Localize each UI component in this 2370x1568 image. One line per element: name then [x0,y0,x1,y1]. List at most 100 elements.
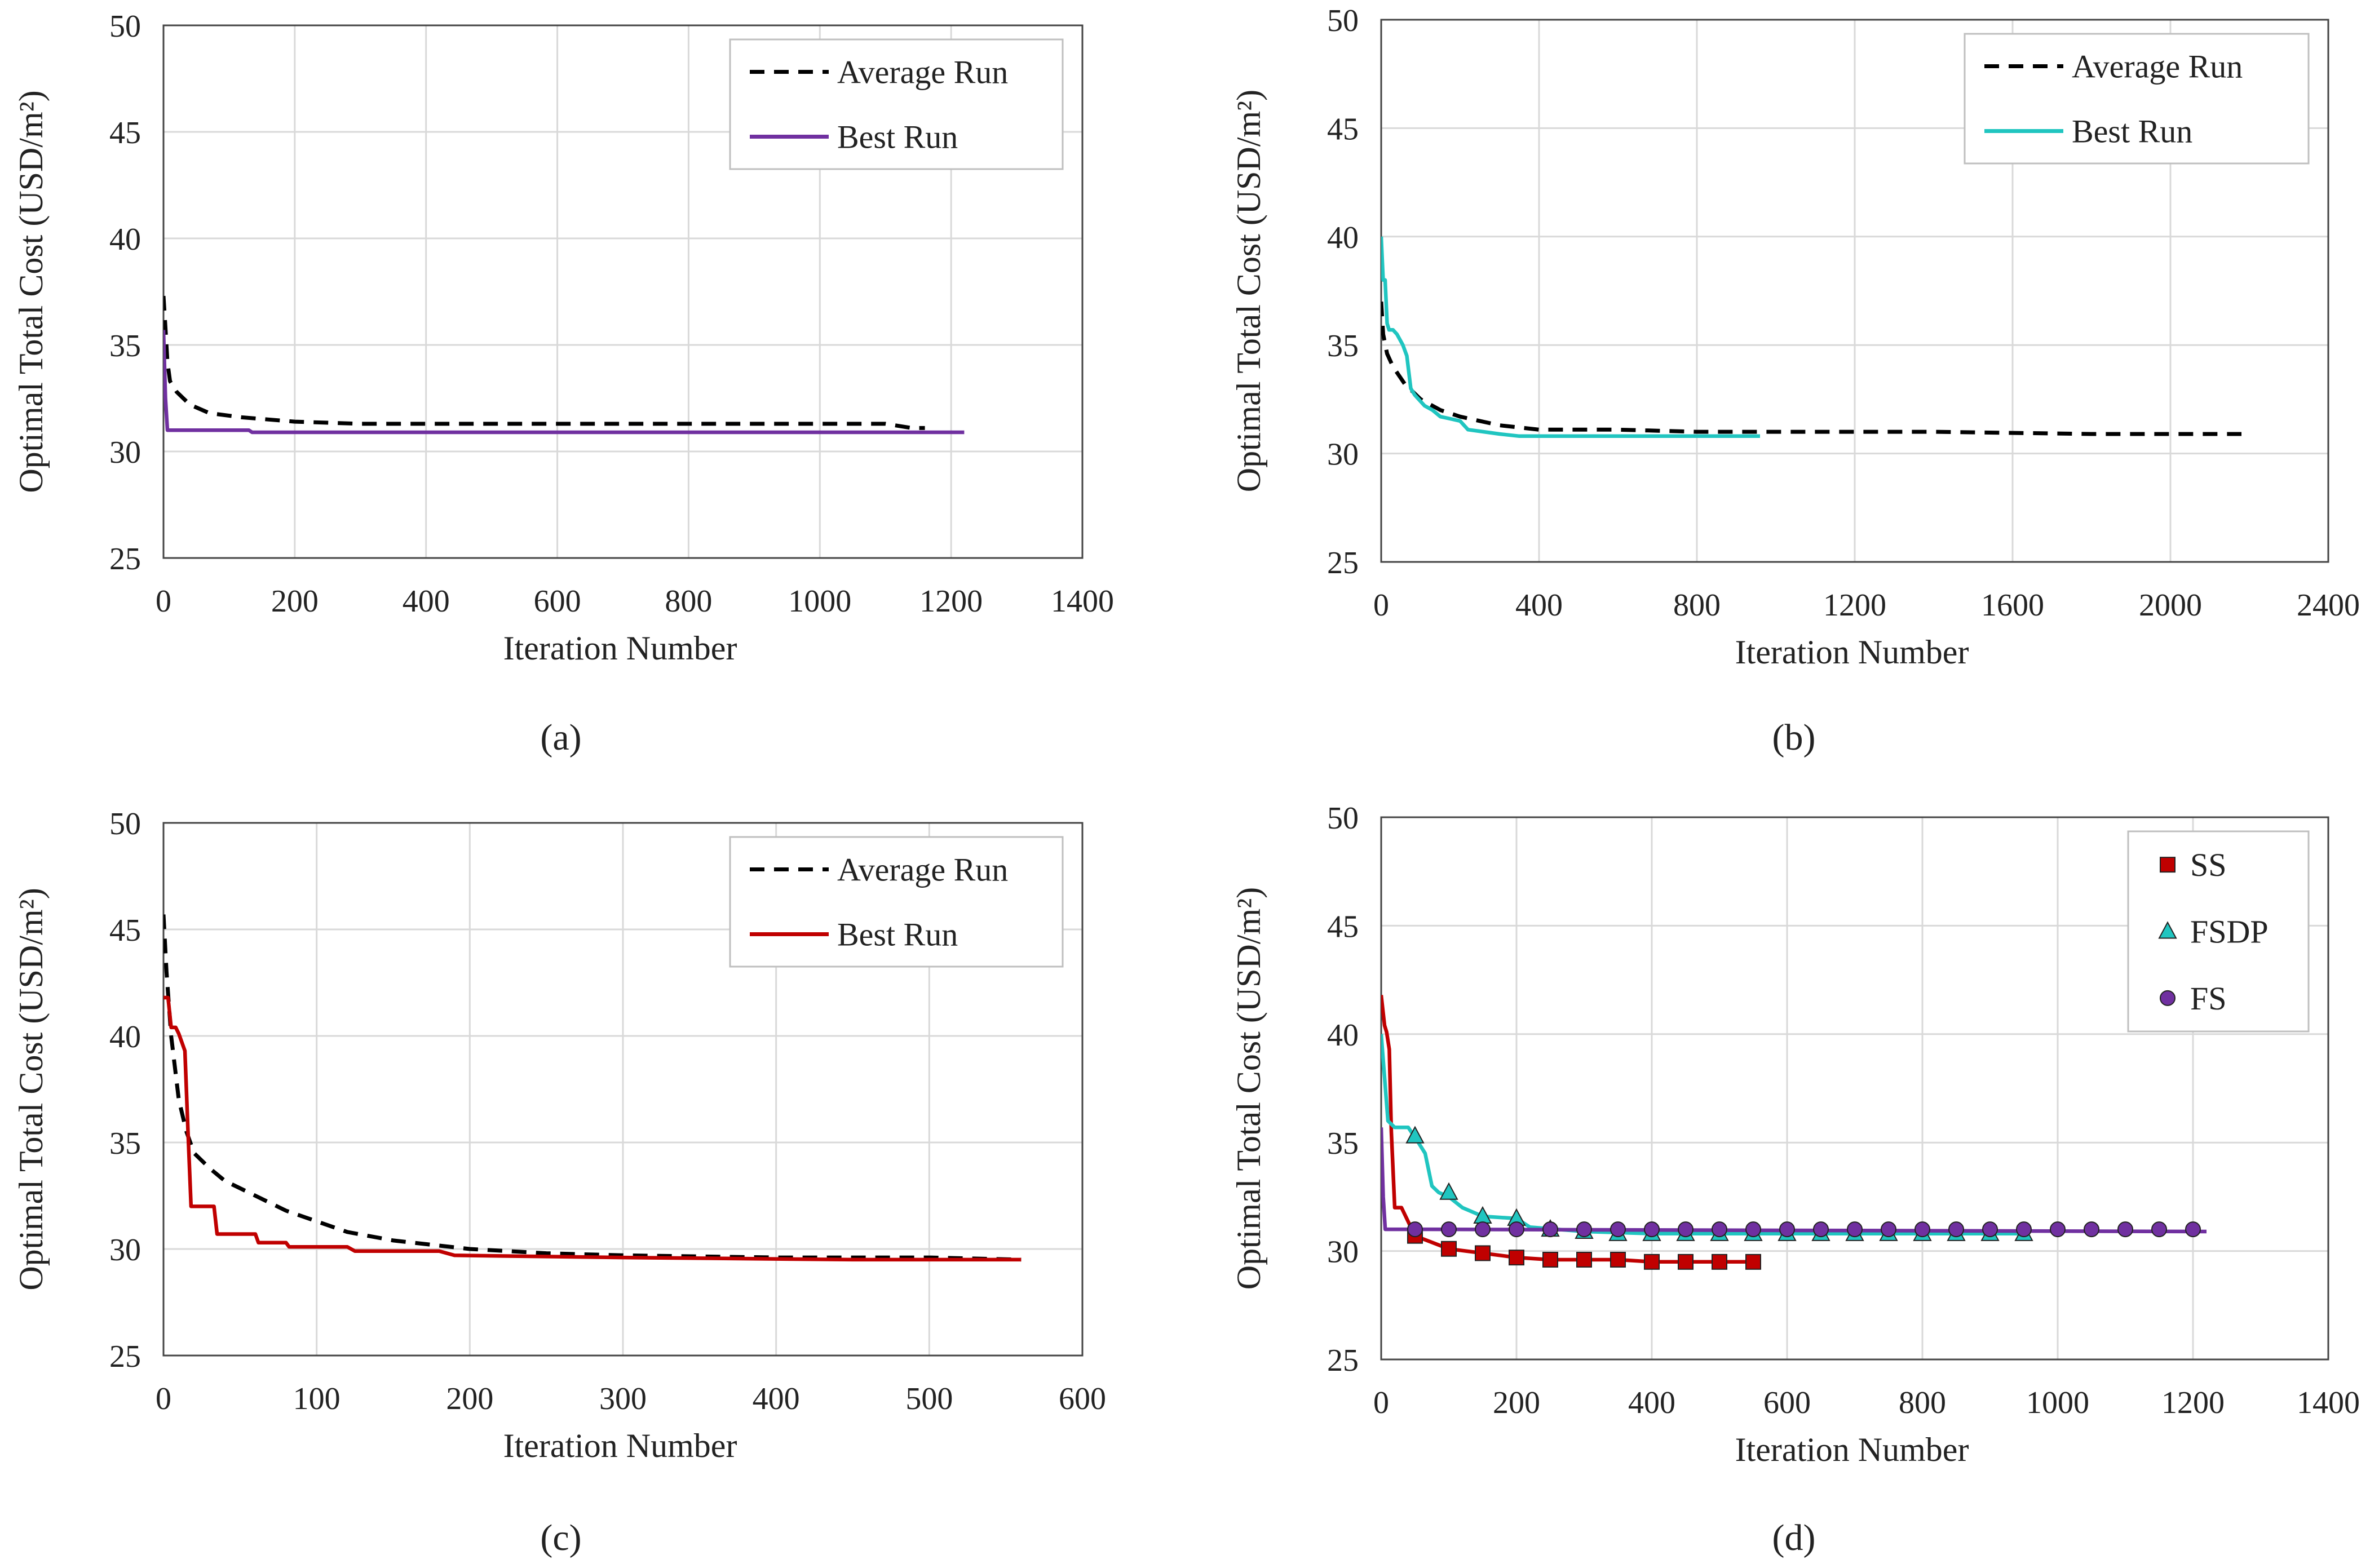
y-axis-title: Optimal Total Cost (USD/m²) [12,90,50,493]
data-point-ss [1441,1241,1457,1257]
chart-panel-c: 0 100 200 300 400 500 600 25 30 35 40 45 50 Iteration… [12,807,1106,1558]
data-point-fsdp [1405,1126,1425,1144]
x-tick-label: 400 [403,584,450,619]
y-tick-label: 35 [109,1126,141,1161]
panel-caption-b: (b) [1772,717,1816,758]
x-tick-label: 1200 [1823,588,1886,623]
series-line-best-run [163,995,1022,1262]
data-point-fs [2050,1221,2066,1238]
y-tick-label: 50 [1327,3,1359,38]
legend-marker-fsdp [2158,921,2177,939]
x-tick-label: 400 [1628,1385,1675,1420]
y-axis-title: Optimal Total Cost (USD/m²) [1230,887,1267,1290]
y-tick-label: 50 [109,807,141,841]
data-point-fs [1745,1221,1761,1238]
legend-d: SS FSDP FS [2127,830,2310,1033]
x-axis-title: Iteration Number [1735,1431,1969,1468]
data-point-fs [1914,1221,1930,1238]
legend-label: Best Run [2072,113,2192,150]
x-tick-label: 0 [156,1381,171,1416]
y-tick-label: 45 [109,116,141,150]
data-point-ss [1678,1253,1694,1270]
x-axis-title: Iteration Number [503,630,737,667]
data-point-fs [1881,1221,1896,1238]
chart-panel-a: 0 200 400 600 800 1000 1200 1400 25 30 35 40 45 50 Ite… [12,9,1114,758]
legend-marker-ss [2160,857,2176,873]
y-tick-label: 50 [1327,801,1359,836]
y-tick-label: 25 [1327,1343,1359,1378]
data-point-ss [1712,1253,1727,1270]
legend-label: Average Run [2072,48,2243,85]
data-point-ss [1644,1253,1660,1270]
legend-label: Best Run [837,119,958,156]
data-point-fsdp [1439,1182,1458,1200]
data-point-ss [1745,1253,1761,1270]
y-tick-label: 30 [109,1233,141,1268]
y-tick-label: 45 [1327,112,1359,147]
legend-label: Best Run [837,916,958,953]
x-tick-label: 1000 [2026,1385,2089,1420]
data-point-fs [2185,1221,2201,1238]
data-point-fs [1475,1221,1491,1238]
y-tick-label: 50 [109,9,141,44]
data-point-fs [2151,1221,2167,1238]
plot-frame-c [162,822,1084,1357]
data-point-ss [1576,1251,1592,1268]
x-tick-label: 600 [534,584,581,619]
x-tick-label: 0 [1373,1385,1389,1420]
legend-label: Average Run [837,54,1008,91]
x-tick-label: 2400 [2297,588,2360,623]
panel-caption-d: (d) [1772,1517,1816,1558]
data-point-fs [1441,1221,1457,1238]
data-point-fs [1982,1221,1998,1238]
y-tick-label: 40 [109,222,141,257]
x-tick-label: 100 [293,1381,341,1416]
series-line-average-run [1381,301,2241,436]
x-tick-label: 200 [1493,1385,1540,1420]
data-point-fs [1509,1221,1524,1238]
legend-label: FS [2190,980,2227,1017]
x-tick-label: 1400 [2297,1385,2360,1420]
y-tick-label: 25 [1327,546,1359,581]
plot-frame-a [162,24,1084,559]
x-tick-label: 600 [1763,1385,1811,1420]
legend-box [729,836,1064,968]
panel-caption-a: (a) [540,717,581,758]
legend-box [729,38,1064,170]
legend-a: Average Run Best Run [729,38,1064,170]
x-tick-label: 600 [1059,1381,1106,1416]
data-point-ss [1542,1251,1558,1268]
x-tick-label: 300 [599,1381,647,1416]
data-point-fs [1779,1221,1795,1238]
y-tick-label: 40 [109,1020,141,1055]
data-point-ss [1509,1250,1524,1266]
y-tick-label: 45 [109,913,141,948]
x-tick-label: 1600 [1981,588,2044,623]
y-tick-label: 30 [1327,1235,1359,1270]
y-tick-label: 25 [109,542,141,577]
y-tick-label: 35 [109,329,141,364]
y-axis-title: Optimal Total Cost (USD/m²) [1230,90,1267,492]
legend-marker-fs [2160,990,2176,1006]
series-line-average-run [163,295,925,430]
x-tick-label: 500 [905,1381,953,1416]
data-point-fs [1407,1221,1423,1238]
x-tick-label: 1000 [788,584,851,619]
x-tick-label: 1200 [2161,1385,2225,1420]
series-line-average-run [163,914,1022,1262]
panel-caption-c: (c) [540,1517,581,1558]
data-point-fs [2016,1221,2032,1238]
data-point-fs [2084,1221,2099,1238]
x-tick-label: 0 [1373,588,1389,623]
legend-box [1964,33,2310,165]
legend-label: FSDP [2190,914,2269,950]
legend-box [2127,830,2310,1033]
x-tick-label: 800 [665,584,712,619]
x-tick-label: 200 [446,1381,493,1416]
y-tick-label: 35 [1327,329,1359,364]
y-tick-label: 30 [1327,437,1359,472]
series-line-fsdp [1381,1034,2024,1236]
x-tick-label: 400 [753,1381,800,1416]
legend-c: Average Run Best Run [729,836,1064,968]
